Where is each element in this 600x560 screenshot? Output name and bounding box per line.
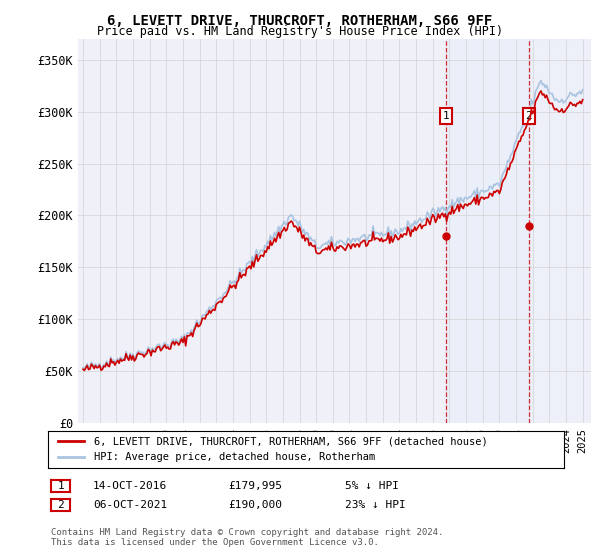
Bar xyxy=(529,39,591,423)
Text: 2: 2 xyxy=(526,111,532,121)
Text: £190,000: £190,000 xyxy=(228,500,282,510)
Text: 6, LEVETT DRIVE, THURCROFT, ROTHERHAM, S66 9FF: 6, LEVETT DRIVE, THURCROFT, ROTHERHAM, S… xyxy=(107,14,493,28)
Text: 23% ↓ HPI: 23% ↓ HPI xyxy=(345,500,406,510)
Bar xyxy=(446,39,529,423)
Text: This data is licensed under the Open Government Licence v3.0.: This data is licensed under the Open Gov… xyxy=(51,538,379,547)
Text: HPI: Average price, detached house, Rotherham: HPI: Average price, detached house, Roth… xyxy=(94,452,376,463)
Text: 06-OCT-2021: 06-OCT-2021 xyxy=(93,500,167,510)
Text: Contains HM Land Registry data © Crown copyright and database right 2024.: Contains HM Land Registry data © Crown c… xyxy=(51,528,443,536)
Text: 1: 1 xyxy=(443,111,449,121)
Text: 6, LEVETT DRIVE, THURCROFT, ROTHERHAM, S66 9FF (detached house): 6, LEVETT DRIVE, THURCROFT, ROTHERHAM, S… xyxy=(94,436,488,446)
Text: £179,995: £179,995 xyxy=(228,481,282,491)
Text: 5% ↓ HPI: 5% ↓ HPI xyxy=(345,481,399,491)
Text: Price paid vs. HM Land Registry's House Price Index (HPI): Price paid vs. HM Land Registry's House … xyxy=(97,25,503,38)
Text: 14-OCT-2016: 14-OCT-2016 xyxy=(93,481,167,491)
Text: 2: 2 xyxy=(57,500,64,510)
Text: 1: 1 xyxy=(57,481,64,491)
